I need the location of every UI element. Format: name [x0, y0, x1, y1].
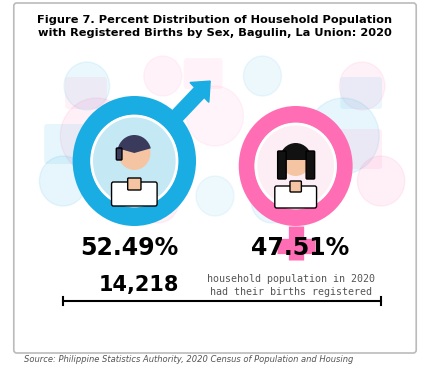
Text: 47.51%: 47.51%: [251, 236, 350, 260]
FancyBboxPatch shape: [111, 182, 157, 206]
Circle shape: [339, 62, 385, 110]
Circle shape: [92, 116, 177, 206]
Circle shape: [256, 124, 335, 208]
Text: had their births registered: had their births registered: [210, 287, 372, 297]
Text: Source: Philippine Statistics Authority, 2020 Census of Population and Housing: Source: Philippine Statistics Authority,…: [24, 355, 353, 364]
FancyBboxPatch shape: [340, 77, 382, 109]
Text: with Registered Births by Sex, Bagulin, La Union: 2020: with Registered Births by Sex, Bagulin, …: [38, 28, 392, 38]
Text: 52.49%: 52.49%: [80, 236, 179, 260]
Circle shape: [196, 176, 234, 216]
FancyBboxPatch shape: [128, 178, 141, 190]
FancyBboxPatch shape: [44, 124, 95, 164]
FancyBboxPatch shape: [306, 151, 315, 179]
FancyBboxPatch shape: [116, 148, 122, 160]
Circle shape: [280, 144, 311, 176]
Circle shape: [187, 86, 243, 146]
Wedge shape: [118, 135, 151, 153]
FancyBboxPatch shape: [275, 186, 316, 208]
Wedge shape: [239, 106, 353, 226]
FancyBboxPatch shape: [14, 3, 416, 353]
FancyBboxPatch shape: [65, 77, 107, 109]
Circle shape: [357, 156, 405, 206]
Circle shape: [307, 98, 379, 174]
FancyBboxPatch shape: [331, 129, 382, 169]
Circle shape: [118, 136, 150, 170]
Circle shape: [64, 62, 110, 110]
FancyBboxPatch shape: [184, 58, 223, 89]
Text: Figure 7. Percent Distribution of Household Population: Figure 7. Percent Distribution of Househ…: [37, 15, 393, 25]
FancyBboxPatch shape: [278, 151, 286, 179]
Circle shape: [243, 56, 282, 96]
Polygon shape: [190, 81, 210, 102]
Circle shape: [40, 156, 87, 206]
Circle shape: [60, 98, 132, 174]
Wedge shape: [280, 143, 312, 160]
Text: household population in 2020: household population in 2020: [207, 274, 375, 284]
Circle shape: [144, 56, 182, 96]
Circle shape: [137, 179, 179, 223]
Circle shape: [251, 179, 293, 223]
Text: 14,218: 14,218: [99, 275, 179, 295]
Wedge shape: [73, 96, 196, 226]
FancyBboxPatch shape: [290, 181, 301, 192]
